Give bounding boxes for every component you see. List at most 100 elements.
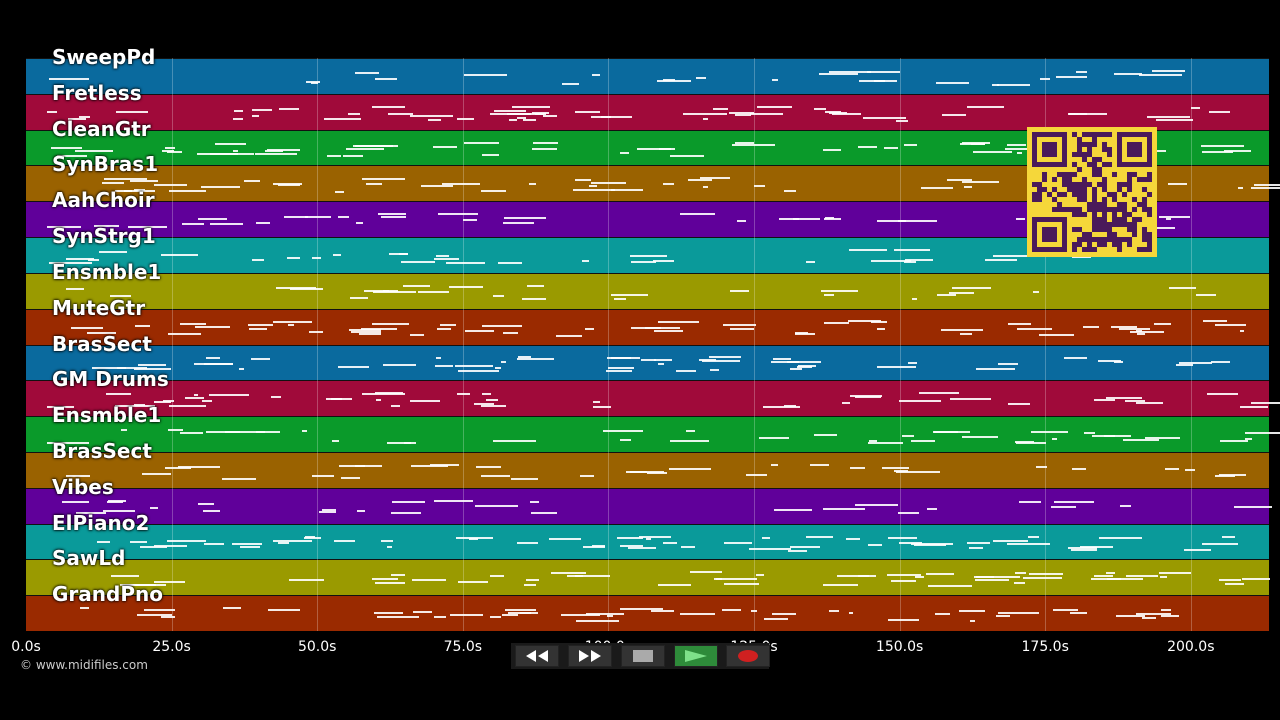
midi-note [698, 359, 716, 362]
midi-note [1202, 320, 1227, 323]
track-lane [26, 487, 1272, 524]
midi-note [239, 367, 245, 370]
midi-note [1220, 440, 1248, 443]
midi-note [1219, 578, 1242, 581]
midi-note [628, 546, 657, 549]
midi-note [98, 250, 128, 253]
midi-note [658, 583, 692, 586]
midi-note [736, 220, 746, 223]
midi-note [232, 543, 262, 545]
midi-note [410, 399, 440, 402]
midi-note [76, 511, 107, 514]
midi-note [556, 334, 583, 337]
midi-note [650, 609, 674, 612]
midi-note [895, 119, 908, 122]
track-name: BrasSect [52, 438, 152, 463]
midi-note [201, 399, 213, 402]
midi-note [676, 369, 697, 372]
midi-note [139, 545, 168, 548]
midi-note [123, 583, 166, 586]
midi-note [669, 440, 710, 443]
midi-note [789, 368, 803, 371]
midi-note [1139, 73, 1182, 76]
fast-forward-button[interactable] [568, 645, 612, 667]
midi-note [180, 323, 206, 326]
midi-note [710, 368, 719, 371]
midi-note [823, 149, 841, 151]
midi-note [959, 333, 972, 336]
midi-note [165, 466, 192, 469]
midi-note [1250, 401, 1280, 404]
midi-note [680, 213, 716, 216]
midi-note [859, 79, 886, 82]
midi-note [530, 511, 557, 514]
midi-note [382, 364, 416, 367]
midi-note [787, 549, 807, 552]
midi-note [169, 404, 206, 407]
midi-note [349, 328, 381, 331]
midi-note [1064, 357, 1088, 360]
midi-note [991, 83, 1000, 86]
midi-note [708, 356, 742, 359]
midi-note [434, 364, 453, 367]
midi-note [1029, 573, 1064, 576]
time-tick-label: 75.0s [443, 639, 483, 655]
midi-note [429, 464, 460, 466]
midi-note [1122, 439, 1160, 442]
midi-note [193, 394, 198, 397]
midi-note [867, 71, 900, 74]
midi-note [837, 575, 876, 578]
midi-note [434, 258, 460, 261]
midi-note [1107, 578, 1144, 581]
midi-note [874, 79, 897, 82]
midi-note [153, 401, 171, 404]
play-button[interactable] [674, 645, 718, 667]
midi-note [74, 150, 113, 153]
midi-note [494, 366, 501, 369]
track-lane [26, 416, 1280, 452]
midi-note [605, 369, 633, 372]
midi-note [784, 190, 796, 193]
midi-note [168, 333, 202, 336]
track-name: Vibes [52, 474, 114, 499]
midi-note [724, 582, 759, 585]
midi-note [591, 73, 601, 76]
midi-note [67, 117, 86, 120]
midi-note [500, 360, 506, 363]
midi-note [57, 155, 88, 158]
midi-note [1148, 227, 1176, 230]
midi-note [829, 609, 839, 612]
midi-note [1070, 612, 1088, 615]
midi-note [974, 576, 995, 579]
midi-note [350, 296, 368, 299]
midi-note [1153, 149, 1166, 152]
midi-note [333, 540, 355, 543]
midi-note [936, 293, 956, 296]
midi-note [1036, 466, 1048, 469]
midi-note [950, 397, 992, 400]
midi-note [378, 213, 407, 216]
midi-note [134, 367, 171, 370]
midi-note [455, 365, 493, 368]
midi-note [582, 259, 589, 262]
midi-note [1215, 323, 1246, 326]
midi-note [65, 474, 91, 477]
midi-note [143, 608, 176, 611]
midi-note [1008, 402, 1030, 405]
midi-note [528, 183, 537, 186]
midi-note [1124, 399, 1146, 402]
midi-note [372, 323, 410, 326]
midi-note [1071, 468, 1086, 471]
track-name: BrasSect [52, 331, 152, 356]
rewind-button[interactable] [515, 645, 559, 667]
midi-note [372, 105, 405, 108]
midi-note [638, 535, 671, 538]
midi-note [332, 253, 341, 256]
midi-note [46, 441, 89, 444]
midi-note [117, 366, 147, 369]
midi-note [455, 537, 493, 540]
stop-button[interactable] [621, 645, 665, 667]
midi-note [390, 404, 400, 407]
record-button[interactable] [726, 645, 770, 667]
midi-note [437, 213, 479, 216]
